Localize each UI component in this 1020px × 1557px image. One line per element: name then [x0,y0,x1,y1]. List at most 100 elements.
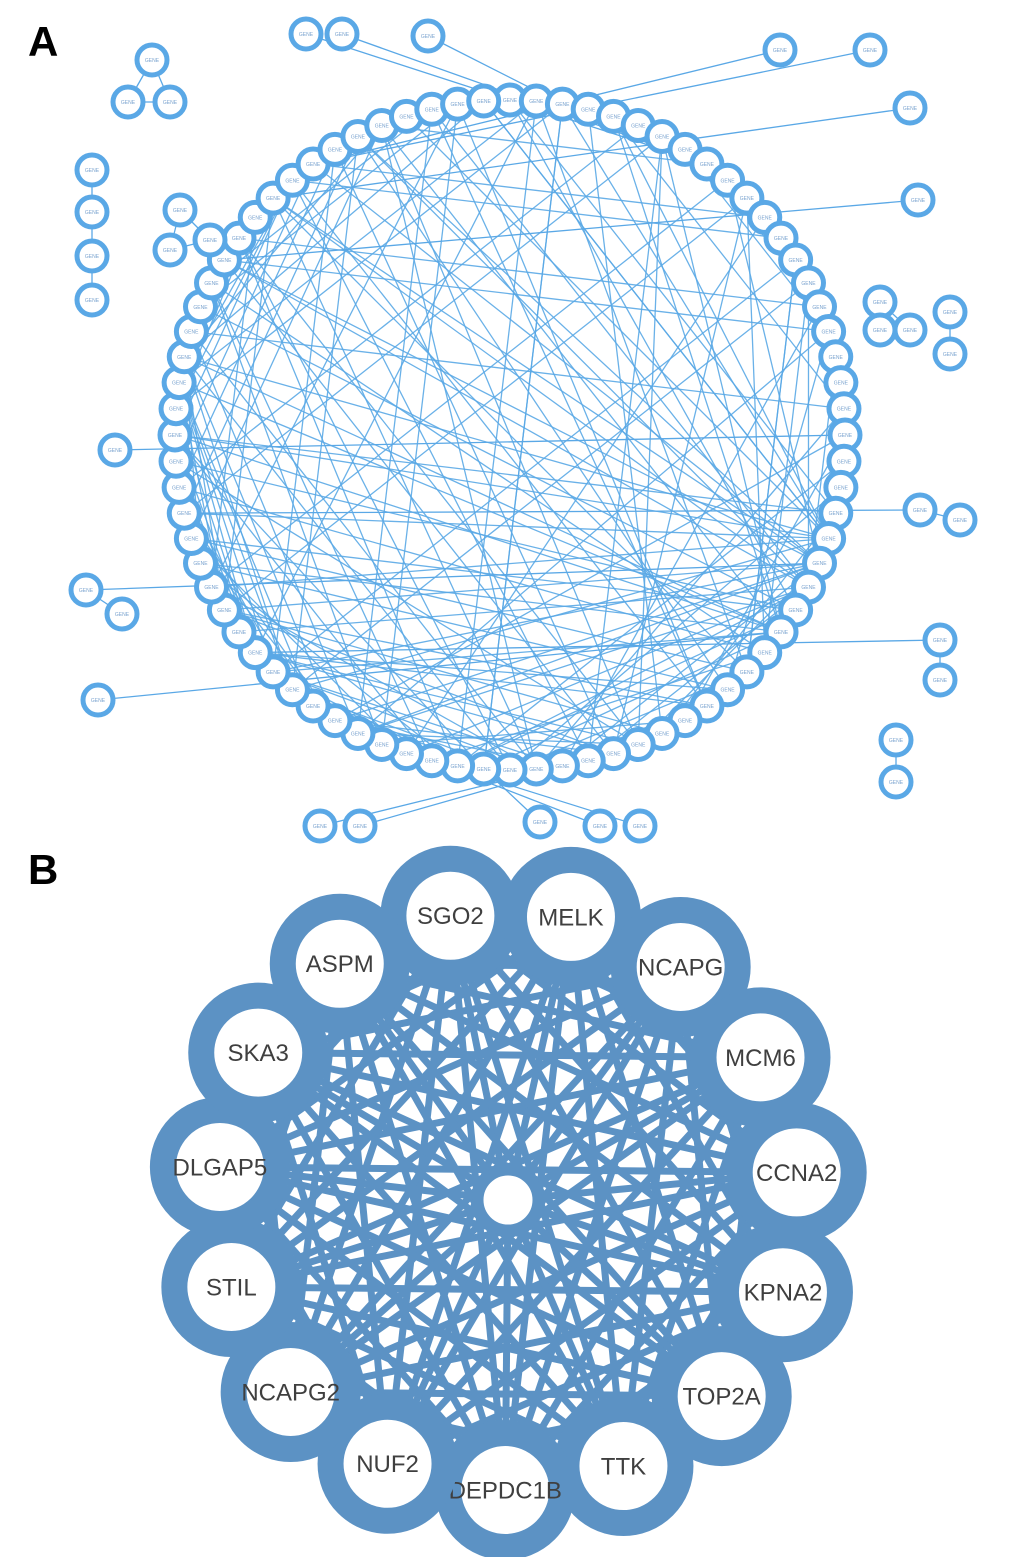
edge [273,260,796,672]
hub-label: TTK [601,1453,646,1480]
node: GENE [413,21,443,51]
node-label: GENE [177,355,192,361]
node-label: GENE [631,742,646,748]
hub-label: STIL [206,1274,257,1301]
panel-b-network: SGO2MELKNCAPGMCM6CCNA2KPNA2TOP2ATTKDEPDC… [0,840,1020,1557]
hub-node: DEPDC1B [448,1433,562,1547]
node-label: GENE [581,759,596,765]
node-label: GENE [700,162,715,168]
node: GENE [865,315,895,345]
hub-node: MELK [514,860,628,974]
node-label: GENE [789,258,804,264]
edge [184,137,662,514]
node-label: GENE [145,58,160,64]
node: GENE [903,185,933,215]
node-label: GENE [631,124,646,130]
node-label: GENE [655,135,670,141]
node-label: GENE [184,329,199,335]
node: GENE [327,19,357,49]
panel-a-network: GENE GENE GENE GENE GENE GENE GENE GENE GENE GENE… [0,0,1020,860]
node-label: GENE [313,824,328,830]
node-label: GENE [91,698,106,704]
node-label: GENE [773,48,788,54]
node-label: GENE [351,135,366,141]
edge [224,563,819,610]
node-label: GENE [758,215,773,221]
node: GENE [345,811,375,841]
node: GENE [195,225,225,255]
node-label: GENE [328,147,343,153]
node: GENE [881,767,911,797]
node-label: GENE [477,99,492,105]
hub-label: DEPDC1B [449,1477,562,1504]
edge [273,198,808,587]
node: GENE [100,435,130,465]
hub-node: DLGAP5 [163,1110,277,1224]
hub-label: MCM6 [725,1045,796,1072]
node-label: GENE [399,752,414,758]
edge [614,198,747,753]
node: GENE [113,87,143,117]
hub-node: STIL [174,1230,288,1344]
node-label: GENE [740,670,755,676]
center-node [478,1170,538,1230]
node-label: GENE [903,106,918,112]
node-label: GENE [217,608,232,614]
node: GENE [83,685,113,715]
node: GENE [945,505,975,535]
node: GENE [935,297,965,327]
node-label: GENE [593,824,608,830]
node: GENE [77,197,107,227]
node-label: GENE [177,511,192,517]
node-label: GENE [889,738,904,744]
node-label: GENE [740,196,755,202]
node-label: GENE [351,731,366,737]
hub-label: NUF2 [356,1451,419,1478]
node: GENE [525,807,555,837]
node: GENE [155,87,185,117]
node-label: GENE [774,630,789,636]
hub-node: TTK [566,1409,680,1523]
node-label: GENE [834,485,849,491]
node-label: GENE [801,585,816,591]
hub-label: MELK [538,904,603,931]
node-label: GENE [606,114,621,120]
node-label: GENE [822,537,837,543]
node-label: GENE [248,215,263,221]
node-label: GENE [217,258,232,264]
edge [432,109,707,706]
edge [184,357,781,632]
node: GENE [905,495,935,525]
node: GENE [291,19,321,49]
node-label: GENE [903,328,918,334]
node: GENE [895,315,925,345]
node-label: GENE [193,561,208,567]
node-label: GENE [173,208,188,214]
node-label: GENE [606,752,621,758]
node-label: GENE [933,638,948,644]
node-label: GENE [943,310,958,316]
hub-label: NCAPG [638,954,723,981]
node-label: GENE [266,670,281,676]
node-label: GENE [555,102,570,108]
node-label: GENE [85,168,100,174]
node-label: GENE [232,630,247,636]
node-label: GENE [822,329,837,335]
node-label: GENE [837,459,852,465]
node: GENE [77,285,107,315]
node-label: GENE [720,178,735,184]
node-label: GENE [353,824,368,830]
edge [292,180,781,238]
node-label: GENE [533,820,548,826]
node-label: GENE [529,767,544,773]
node-label: GENE [328,719,343,725]
node-label: GENE [375,742,390,748]
hub-label: SKA3 [228,1040,289,1067]
node-label: GENE [829,511,844,517]
node: GENE [881,725,911,755]
edge [258,1053,760,1058]
node-label: GENE [812,561,827,567]
node-label: GENE [837,407,852,413]
node-label: GENE [555,764,570,770]
node-label: GENE [425,107,440,113]
